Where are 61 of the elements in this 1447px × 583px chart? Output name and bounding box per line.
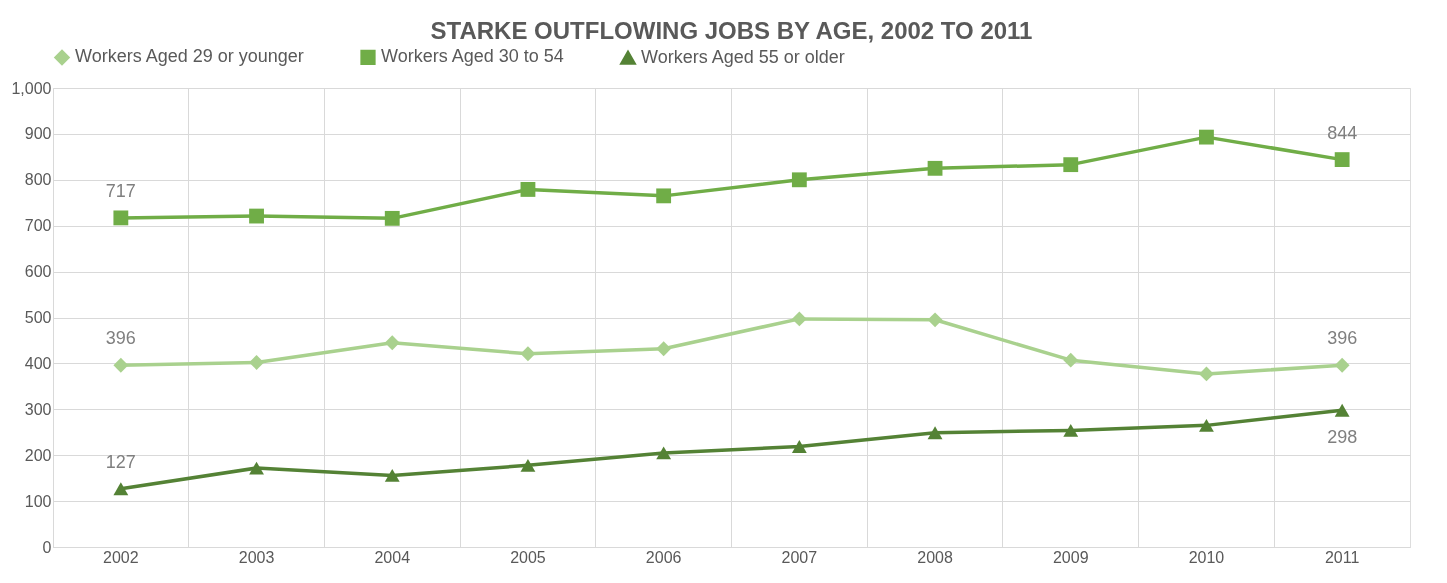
x-tick-label: 2006 xyxy=(645,548,682,566)
y-tick-label: 200 xyxy=(24,446,52,464)
point xyxy=(791,440,807,453)
point xyxy=(520,458,536,472)
data-label: 717 xyxy=(105,180,136,201)
point xyxy=(1063,352,1079,368)
y-tick-label: 0 xyxy=(42,538,52,556)
chart-title: STARKE OUTFLOWING JOBS BY AGE, 2002 TO 2011 xyxy=(430,17,1033,44)
point xyxy=(1334,357,1350,373)
y-tick-label: 400 xyxy=(24,354,52,372)
x-tick-label: 2009 xyxy=(1052,548,1089,566)
y-tick-label: 100 xyxy=(24,492,52,510)
y-tick-label: 900 xyxy=(24,125,52,143)
point xyxy=(113,482,129,496)
point xyxy=(927,312,943,328)
point xyxy=(1199,129,1214,145)
point xyxy=(791,172,807,188)
point xyxy=(520,182,536,197)
point xyxy=(249,208,264,224)
legend-label: Workers Aged 55 or older xyxy=(641,46,845,67)
data-label: 298 xyxy=(1327,427,1358,448)
data-label: 844 xyxy=(1327,122,1358,143)
point xyxy=(249,461,264,475)
y-tick-label: 800 xyxy=(24,171,52,189)
point xyxy=(113,210,129,226)
x-tick-label: 2002 xyxy=(103,548,139,566)
y-tick-label: 1,000 xyxy=(11,79,52,97)
point xyxy=(1063,157,1079,173)
x-tick-label: 2003 xyxy=(238,548,275,566)
point xyxy=(656,188,672,204)
y-tick-label: 600 xyxy=(24,263,52,281)
point xyxy=(1063,423,1079,437)
point xyxy=(249,355,264,370)
data-label: 396 xyxy=(105,328,136,349)
point xyxy=(1334,152,1350,168)
y-tick-label: 300 xyxy=(24,400,52,418)
point xyxy=(927,160,943,176)
point xyxy=(384,468,400,482)
y-tick-label: 500 xyxy=(24,309,52,326)
point xyxy=(791,311,807,327)
point xyxy=(656,341,672,357)
data-label: 127 xyxy=(105,451,136,472)
point xyxy=(927,426,943,440)
point xyxy=(113,357,129,373)
x-tick-label: 2010 xyxy=(1188,548,1225,566)
x-tick-label: 2008 xyxy=(917,548,953,566)
point xyxy=(384,210,400,226)
x-tick-label: 2011 xyxy=(1324,548,1360,566)
legend-label: Workers Aged 29 or younger xyxy=(75,46,304,67)
legend-label: Workers Aged 30 to 54 xyxy=(381,46,564,67)
point xyxy=(1334,403,1350,417)
data-label: 396 xyxy=(1327,328,1358,349)
point xyxy=(1199,366,1214,382)
x-tick-label: 2005 xyxy=(510,548,546,566)
x-tick-label: 2004 xyxy=(374,548,411,566)
y-tick-label: 700 xyxy=(24,217,52,235)
point xyxy=(656,446,672,460)
point xyxy=(520,346,536,362)
point xyxy=(1199,418,1214,432)
x-tick-label: 2007 xyxy=(781,548,818,566)
point xyxy=(384,335,400,351)
